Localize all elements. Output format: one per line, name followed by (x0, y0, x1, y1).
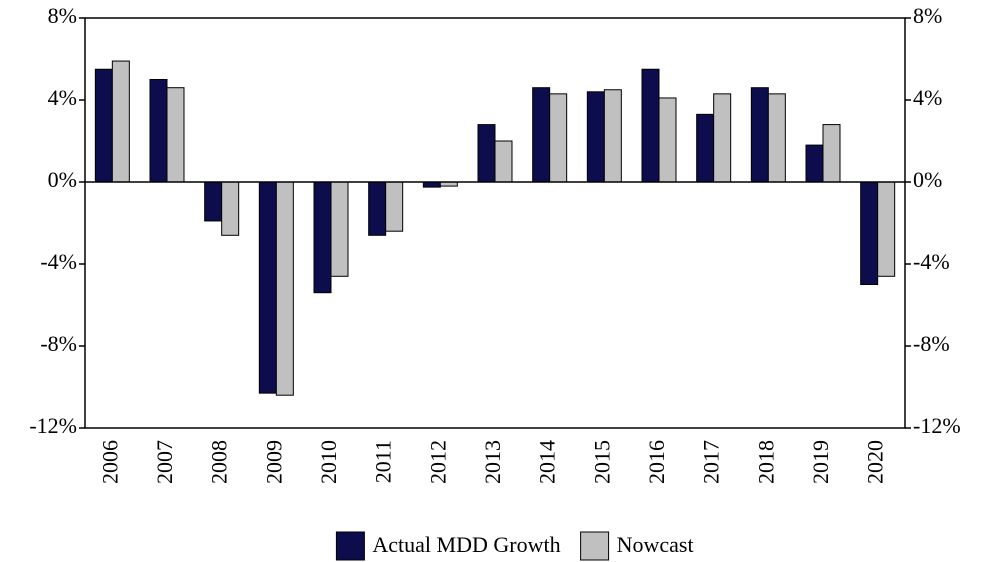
x-tick-label: 2010 (316, 440, 341, 484)
legend-label: Actual MDD Growth (372, 532, 560, 557)
bar (368, 181, 387, 236)
x-tick-label: 2020 (863, 440, 888, 484)
x-tick-label: 2019 (808, 440, 833, 484)
y-tick-label: -8% (40, 331, 77, 356)
x-tick-label: 2014 (535, 440, 560, 484)
y2-tick-label: 8% (913, 3, 942, 28)
bar (477, 124, 496, 183)
bar (313, 181, 332, 294)
bar (658, 97, 677, 183)
bar (422, 181, 441, 188)
legend-swatch (335, 531, 365, 561)
bar (767, 93, 786, 183)
x-tick-label: 2006 (97, 440, 122, 484)
y-tick-label: -4% (40, 249, 77, 274)
y2-tick-label: 4% (913, 85, 942, 110)
bar (603, 89, 622, 183)
bar (750, 87, 769, 183)
bar (805, 144, 824, 183)
x-tick-label: 2009 (261, 440, 286, 484)
plot-frame (84, 17, 906, 429)
bar (258, 181, 277, 394)
bar (330, 181, 349, 277)
legend-label: Nowcast (617, 532, 694, 557)
bar (641, 68, 660, 183)
y2-tick-label: -12% (913, 413, 961, 438)
y-tick-label: 8% (48, 3, 77, 28)
bar (204, 181, 223, 222)
bar (860, 181, 879, 285)
x-tick-label: 2018 (753, 440, 778, 484)
legend-swatch (580, 531, 610, 561)
y2-tick-label: 0% (913, 167, 942, 192)
x-tick-label: 2012 (425, 440, 450, 484)
bar (385, 181, 404, 232)
bar (94, 68, 113, 183)
y2-tick-label: -4% (913, 249, 950, 274)
bar (166, 87, 185, 183)
x-tick-label: 2011 (371, 440, 396, 483)
bar (549, 93, 568, 183)
x-tick-label: 2016 (644, 440, 669, 484)
x-tick-label: 2007 (152, 440, 177, 484)
y-tick-label: -12% (29, 413, 77, 438)
y-tick-label: 4% (48, 85, 77, 110)
x-tick-label: 2017 (699, 440, 724, 484)
bar (822, 124, 841, 183)
bar (111, 60, 130, 183)
bar (713, 93, 732, 183)
y2-tick-label: -8% (913, 331, 950, 356)
bar (532, 87, 551, 183)
bar (494, 140, 513, 183)
x-tick-label: 2008 (207, 440, 232, 484)
y-tick-label: 0% (48, 167, 77, 192)
bar (149, 79, 168, 183)
bar (275, 181, 294, 396)
bar (696, 113, 715, 183)
x-tick-label: 2015 (589, 440, 614, 484)
x-tick-label: 2013 (480, 440, 505, 484)
bar (877, 181, 896, 277)
bar (221, 181, 240, 236)
bar (586, 91, 605, 183)
